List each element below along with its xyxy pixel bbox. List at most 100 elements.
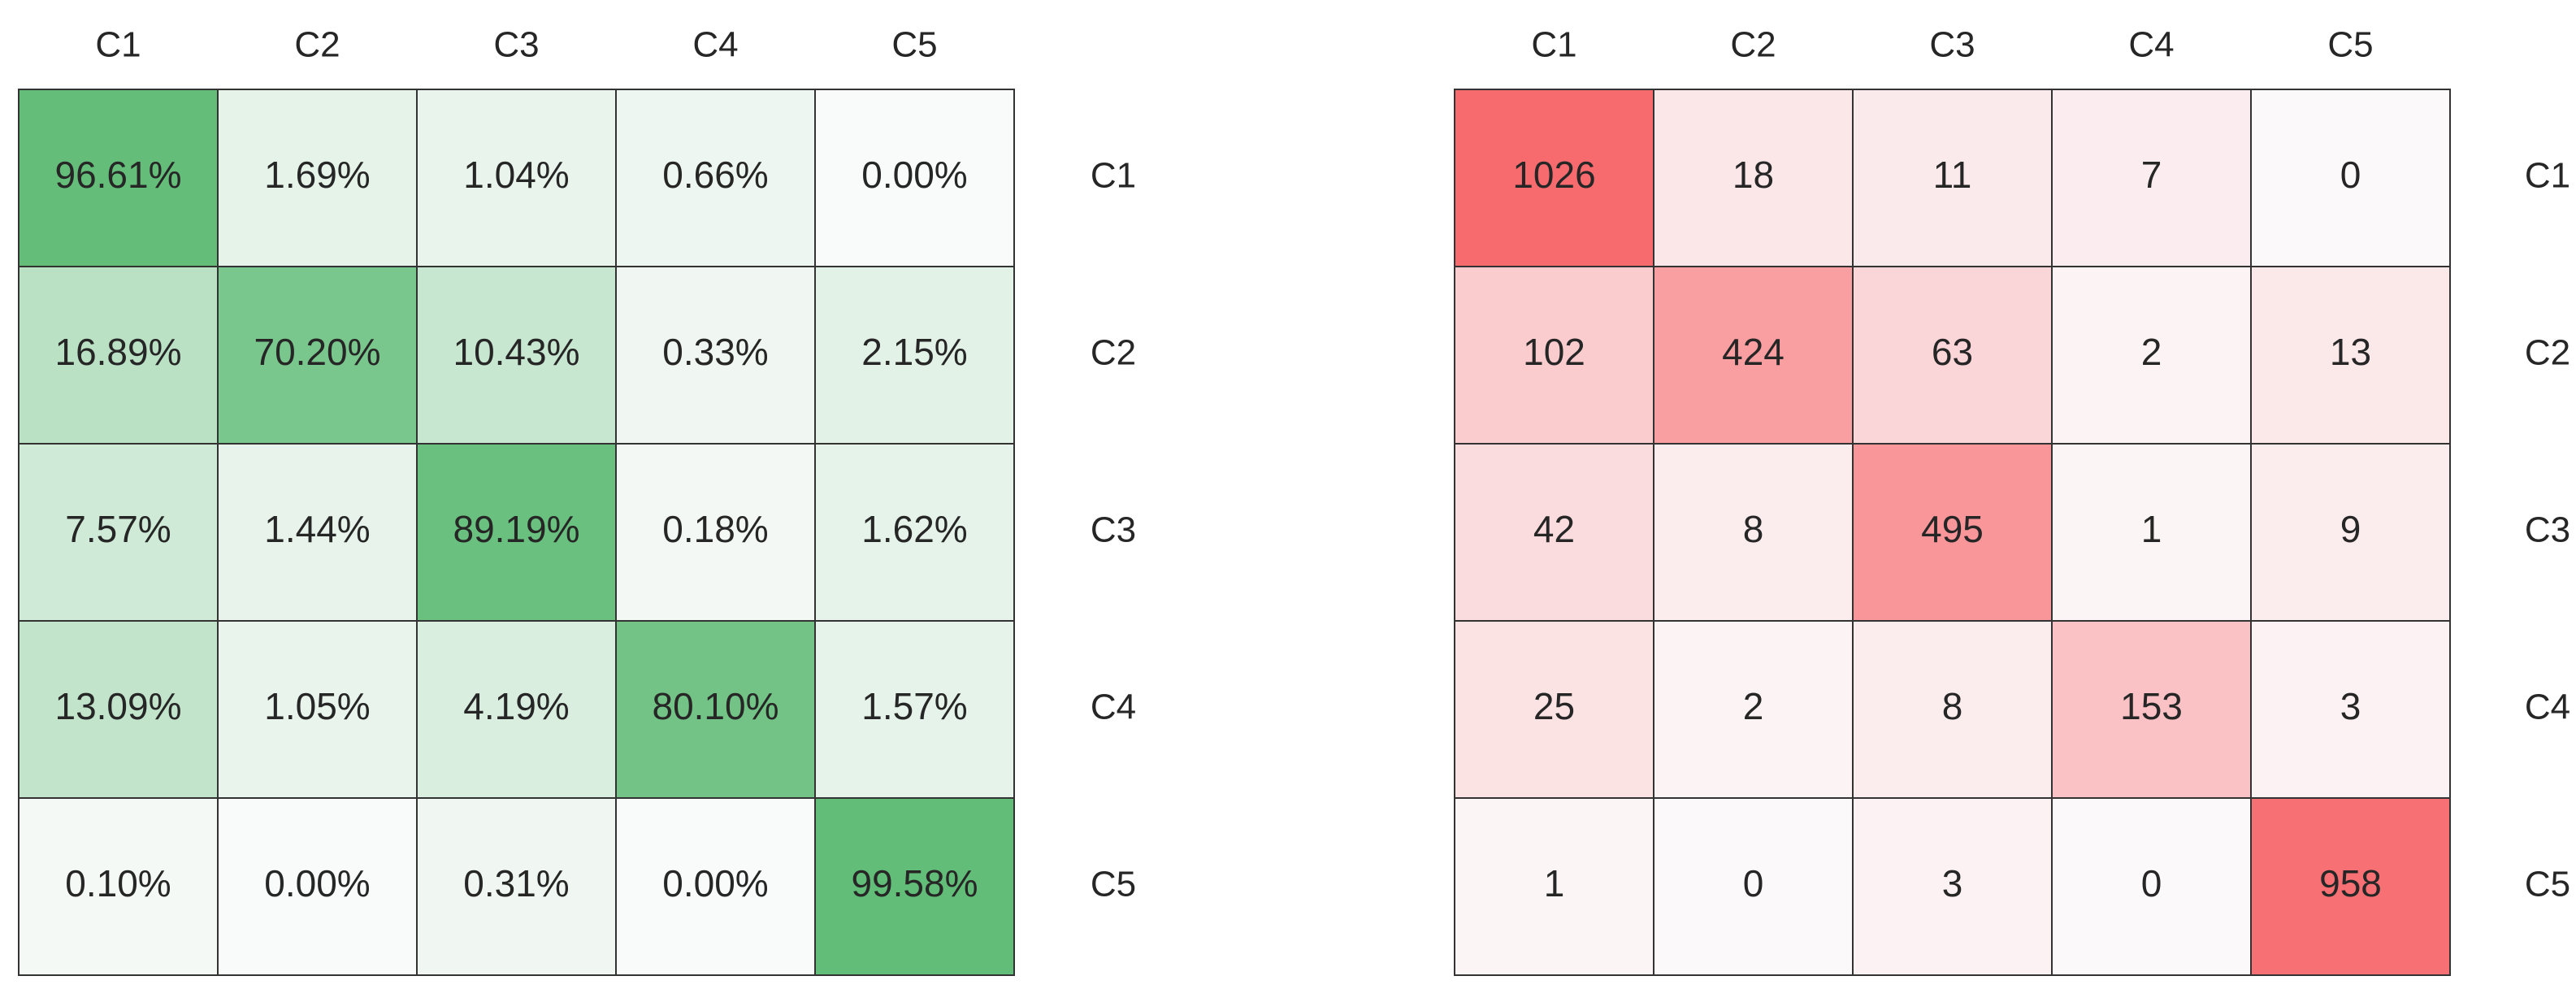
heatmap-cell	[416, 620, 617, 799]
cell-value-label: 89.19%	[453, 508, 579, 550]
column-label: C1	[1531, 25, 1576, 65]
cell-value-label: 1.62%	[861, 508, 967, 550]
column-label: C3	[1929, 25, 1975, 65]
cell-value-label: 2	[2141, 331, 2162, 373]
heatmap-cell	[2250, 443, 2451, 622]
heatmap-cell	[18, 797, 219, 976]
cell-value-label: 0.00%	[861, 154, 967, 196]
cell-value-label: 11	[1933, 154, 1972, 196]
heatmap-cell	[416, 443, 617, 622]
heatmap-cell	[217, 443, 418, 622]
heatmap-cell	[814, 443, 1015, 622]
cell-value-label: 1.44%	[264, 508, 370, 550]
cell-value-label: 1.69%	[264, 154, 370, 196]
cell-value-label: 96.61%	[54, 154, 181, 196]
cell-value-label: 8	[1942, 685, 1963, 727]
heatmap-cell	[217, 797, 418, 976]
cell-value-label: 13	[2330, 331, 2371, 373]
row-label: C4	[2525, 688, 2570, 727]
heatmap-cell	[2250, 266, 2451, 445]
cell-value-label: 2	[1743, 685, 1764, 727]
heatmap-cell	[2051, 797, 2252, 976]
cell-value-label: 10.43%	[453, 331, 579, 373]
heatmap-cell	[2250, 797, 2451, 976]
row-label: C3	[1091, 510, 1136, 550]
cell-value-label: 70.20%	[254, 331, 380, 373]
cell-value-label: 1	[2141, 508, 2162, 550]
cell-value-label: 80.10%	[652, 685, 778, 727]
cell-value-label: 0.66%	[662, 154, 768, 196]
cell-value-label: 0.18%	[662, 508, 768, 550]
heatmap-cell	[814, 620, 1015, 799]
heatmap-cell	[1653, 620, 1854, 799]
cell-value-label: 13.09%	[54, 685, 181, 727]
cell-value-label: 42	[1533, 508, 1575, 550]
cell-value-label: 1.05%	[264, 685, 370, 727]
cell-value-label: 3	[1942, 862, 1963, 904]
heatmap-cell	[1653, 797, 1854, 976]
heatmap-cell	[814, 797, 1015, 976]
heatmap-cell	[615, 89, 816, 267]
heatmap-cell	[1454, 797, 1654, 976]
cell-value-label: 958	[2319, 862, 2382, 904]
heatmap-cell	[1852, 797, 2053, 976]
cell-value-label: 3	[2340, 685, 2361, 727]
cell-value-label: 0	[1743, 862, 1764, 904]
heatmap-cell	[1852, 620, 2053, 799]
column-label: C2	[294, 25, 340, 65]
heatmap-cell	[2250, 89, 2451, 267]
cell-value-label: 9	[2340, 508, 2361, 550]
row-label: C2	[2525, 333, 2570, 373]
cell-value-label: 424	[1722, 331, 1785, 373]
row-label: C1	[1091, 156, 1136, 196]
cell-value-label: 0.00%	[662, 862, 768, 904]
heatmap-cell	[217, 89, 418, 267]
cell-value-label: 495	[1921, 508, 1984, 550]
row-label: C2	[1091, 333, 1136, 373]
heatmap-cell	[1454, 266, 1654, 445]
heatmap-cell	[1454, 443, 1654, 622]
heatmap-cell	[814, 89, 1015, 267]
cell-value-label: 1.57%	[861, 685, 967, 727]
cell-value-label: 1	[1544, 862, 1565, 904]
cell-value-label: 63	[1932, 331, 1973, 373]
heatmap-cell	[1852, 89, 2053, 267]
cell-value-label: 0.33%	[662, 331, 768, 373]
heatmap-cell	[2051, 443, 2252, 622]
cell-value-label: 7.57%	[65, 508, 171, 550]
heatmap-cell	[217, 620, 418, 799]
cell-value-label: 153	[2120, 685, 2183, 727]
cell-value-label: 25	[1533, 685, 1575, 727]
row-label: C4	[1091, 688, 1136, 727]
heatmap-cell	[1653, 443, 1854, 622]
column-label: C4	[692, 25, 738, 65]
cell-value-label: 2.15%	[861, 331, 967, 373]
heatmap-cell	[416, 266, 617, 445]
heatmap-cell	[814, 266, 1015, 445]
cell-value-label: 4.19%	[463, 685, 569, 727]
heatmap-cell	[18, 620, 219, 799]
heatmap-cell	[416, 89, 617, 267]
heatmap-cell	[2250, 620, 2451, 799]
heatmap-cell	[18, 266, 219, 445]
heatmap-cell	[1653, 89, 1854, 267]
cell-value-label: 1026	[1512, 154, 1595, 196]
row-label: C3	[2525, 510, 2570, 550]
cell-value-label: 8	[1743, 508, 1764, 550]
heatmap-cell	[1852, 443, 2053, 622]
cell-value-label: 0.00%	[264, 862, 370, 904]
column-label: C3	[493, 25, 539, 65]
percentage-heatmap: C1 C2 C3 C4 C5 C1 C2 C3 C4 C5 96.61% 1.69% 1.04% 0.66…	[18, 25, 1136, 976]
cell-value-label: 7	[2141, 154, 2162, 196]
cell-value-label: 99.58%	[851, 862, 978, 904]
cell-value-label: 0.31%	[463, 862, 569, 904]
heatmap-cell	[18, 89, 219, 267]
column-label: C4	[2128, 25, 2174, 65]
column-label: C5	[891, 25, 937, 65]
cell-value-label: 0	[2340, 154, 2361, 196]
cell-value-label: 102	[1523, 331, 1585, 373]
row-label: C5	[2525, 865, 2570, 904]
column-label: C2	[1730, 25, 1776, 65]
